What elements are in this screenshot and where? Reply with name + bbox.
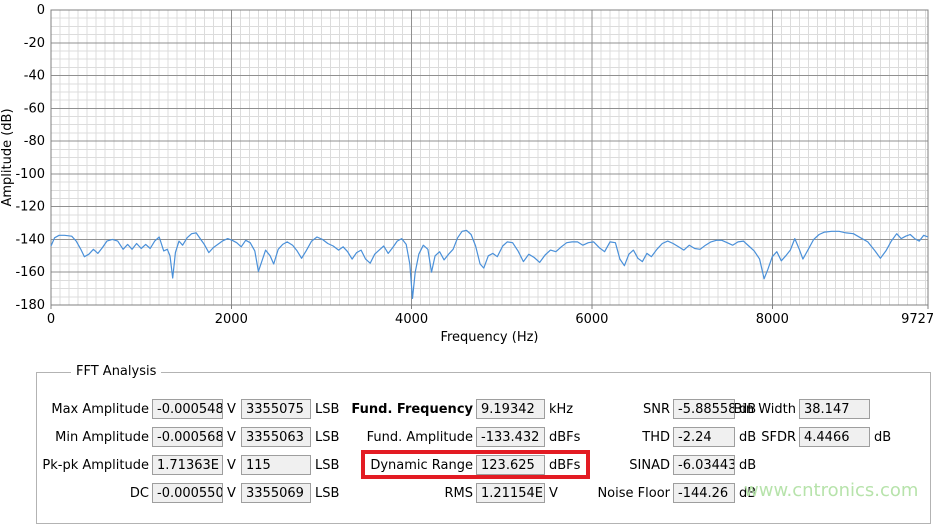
fund-frequency-label: Fund. Frequency (351, 401, 473, 417)
sinad-row: SINAD -6.03443 dB (594, 455, 756, 475)
dynamic-range-label: Dynamic Range (370, 457, 473, 473)
db-unit-label: dB (874, 429, 892, 445)
dc-row: DC -0.000550 V 3355069 LSB (41, 483, 339, 503)
x-tick-label: 9727.47 (901, 312, 933, 327)
db-unit-label: dB (739, 401, 757, 417)
db-unit-label: dB (739, 485, 757, 501)
grid (50, 9, 929, 309)
volts-unit-label: V (227, 485, 236, 501)
fund-amplitude-row: Fund. Amplitude -133.432 dBFs (340, 427, 580, 447)
fund-amplitude-field[interactable]: -133.432 (476, 427, 545, 447)
y-tick-label: -20 (24, 36, 45, 51)
fft-analysis-panel: FFT Analysis Max Amplitude -0.000548 V 3… (36, 364, 931, 524)
db-unit-label: dB (739, 429, 757, 445)
pkpk-amplitude-volts-field[interactable]: 1.71363E (152, 455, 223, 475)
y-tick-label: -180 (15, 298, 45, 313)
sinad-label: SINAD (629, 457, 670, 473)
y-tick-label: -100 (15, 167, 45, 182)
volts-unit-label: V (227, 457, 236, 473)
y-tick-label: -60 (24, 101, 45, 116)
snr-field[interactable]: -5.88558 (673, 399, 735, 419)
x-axis-title: Frequency (Hz) (440, 330, 538, 345)
sfdr-row: SFDR 4.4466 dB (720, 427, 891, 447)
pkpk-amplitude-lsb-field[interactable]: 115 (241, 455, 311, 475)
dynamic-range-row: Dynamic Range 123.625 dBFs (340, 455, 580, 475)
y-tick-label: -40 (24, 69, 45, 84)
thd-label: THD (642, 429, 670, 445)
sinad-field[interactable]: -6.03443 (673, 455, 735, 475)
max-amplitude-lsb-field[interactable]: 3355075 (241, 399, 311, 419)
fund-amplitude-label: Fund. Amplitude (366, 429, 473, 445)
min-amplitude-lsb-field[interactable]: 3355063 (241, 427, 311, 447)
fft-trace (50, 229, 929, 299)
thd-field[interactable]: -2.24 (673, 427, 735, 447)
lsb-unit-label: LSB (315, 457, 340, 473)
max-amplitude-row: Max Amplitude -0.000548 V 3355075 LSB (41, 399, 339, 419)
snr-row: SNR -5.88558 dB (594, 399, 756, 419)
volts-unit-label: V (227, 401, 236, 417)
plot-area-border (50, 9, 929, 306)
dbfs-unit-label: dBFs (549, 429, 581, 445)
noise-floor-field[interactable]: -144.26 (673, 483, 735, 503)
thd-row: THD -2.24 dB (594, 427, 756, 447)
bin-width-row: Bin Width 38.147 (720, 399, 874, 419)
x-tick-label: 2000 (215, 312, 248, 327)
pkpk-amplitude-row: Pk-pk Amplitude 1.71363E V 115 LSB (41, 455, 339, 475)
watermark-text: www.cntronics.com (744, 480, 919, 501)
x-tick-label: 4000 (395, 312, 428, 327)
y-tick-label: 0 (37, 3, 45, 18)
y-tick-label: -140 (15, 232, 45, 247)
dbfs-unit-label: dBFs (549, 457, 581, 473)
sfdr-field[interactable]: 4.4466 (799, 427, 870, 447)
lsb-unit-label: LSB (315, 485, 340, 501)
rms-row: RMS 1.21154E V (340, 483, 558, 503)
noise-floor-row: Noise Floor -144.26 dB (594, 483, 756, 503)
pkpk-amplitude-label: Pk-pk Amplitude (42, 457, 149, 473)
rms-label: RMS (444, 485, 473, 501)
rms-field[interactable]: 1.21154E (476, 483, 545, 503)
min-amplitude-row: Min Amplitude -0.000568 V 3355063 LSB (41, 427, 339, 447)
dc-volts-field[interactable]: -0.000550 (152, 483, 223, 503)
fund-frequency-field[interactable]: 9.19342 (476, 399, 545, 419)
volts-unit-label: V (227, 429, 236, 445)
snr-label: SNR (642, 401, 670, 417)
bin-width-label: Bin Width (733, 401, 796, 417)
y-tick-label: -120 (15, 200, 45, 215)
max-amplitude-volts-field[interactable]: -0.000548 (152, 399, 223, 419)
lsb-unit-label: LSB (315, 429, 340, 445)
min-amplitude-label: Min Amplitude (55, 429, 149, 445)
noise-floor-label: Noise Floor (597, 485, 670, 501)
max-amplitude-label: Max Amplitude (51, 401, 149, 417)
x-tick-label: 0 (47, 312, 55, 327)
sfdr-label: SFDR (761, 429, 796, 445)
x-tick-label: 6000 (575, 312, 608, 327)
y-tick-label: -80 (24, 134, 45, 149)
lsb-unit-label: LSB (315, 401, 340, 417)
dc-label: DC (129, 485, 149, 501)
khz-unit-label: kHz (549, 401, 574, 417)
volts-unit-label: V (549, 485, 558, 501)
bin-width-field[interactable]: 38.147 (799, 399, 870, 419)
y-tick-label: -160 (15, 265, 45, 280)
min-amplitude-volts-field[interactable]: -0.000568 (152, 427, 223, 447)
dynamic-range-field[interactable]: 123.625 (476, 455, 545, 475)
panel-title: FFT Analysis (71, 364, 162, 379)
db-unit-label: dB (739, 457, 757, 473)
fund-frequency-row: Fund. Frequency 9.19342 kHz (340, 399, 573, 419)
x-tick-label: 8000 (756, 312, 789, 327)
y-axis-title: Amplitude (dB) (0, 108, 15, 206)
dc-lsb-field[interactable]: 3355069 (241, 483, 311, 503)
